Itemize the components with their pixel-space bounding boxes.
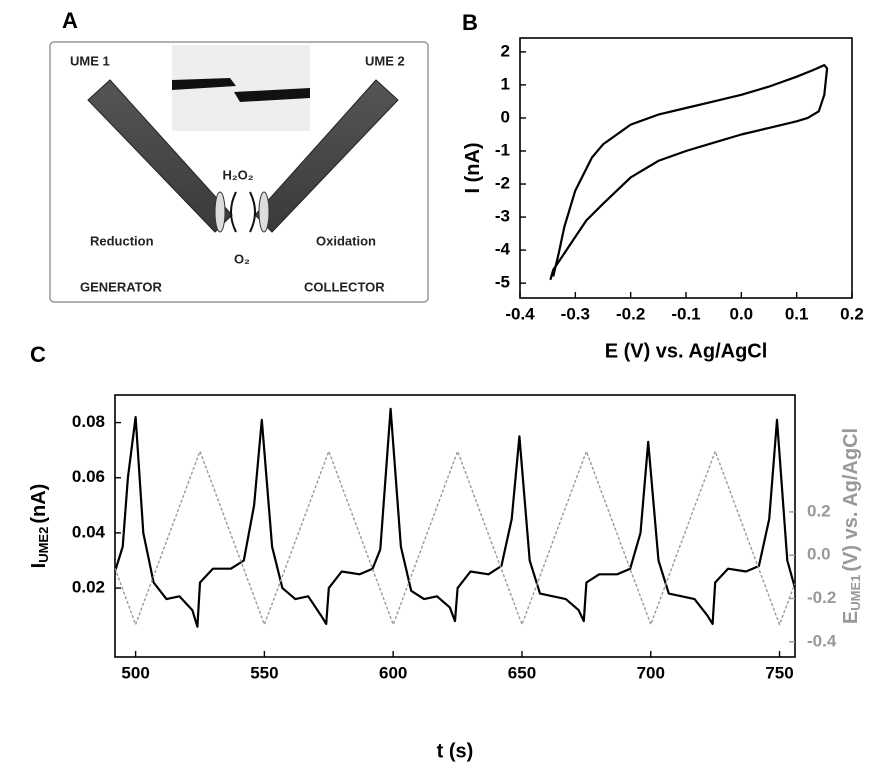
x-axis-label: E (V) vs. Ag/AgCl	[605, 340, 768, 362]
x-tick-label: 0.1	[785, 304, 809, 323]
x-axis-label: t (s)	[437, 740, 474, 762]
y-tick-label: -4	[495, 240, 511, 259]
label-part: (V) vs. Ag/AgCl	[840, 428, 862, 572]
label-part: E	[840, 611, 862, 624]
x-tick-label: 0.2	[840, 304, 864, 323]
y-axis-label: I (nA)	[462, 142, 484, 193]
diagram: UME 1 UME 2 H₂O₂ O₂ Reduction Oxidation …	[49, 41, 429, 303]
x-tick-label: 550	[250, 663, 278, 682]
label: GENERATOR	[80, 279, 162, 294]
y2-tick-label: 0.0	[807, 545, 831, 564]
label-part: (nA)	[28, 484, 50, 524]
plot-area	[549, 63, 829, 281]
label: UME 2	[365, 53, 405, 68]
y-tick-label: 0.02	[72, 578, 105, 597]
y2-tick-label: -0.4	[807, 631, 837, 650]
arrow	[230, 191, 237, 233]
x-tick-label: 0.0	[730, 304, 754, 323]
y-axis-label: EUME1 (V) vs. Ag/AgCl	[840, 428, 863, 624]
panel-label: B	[462, 10, 478, 35]
label: COLLECTOR	[304, 279, 385, 294]
diagram-frame	[49, 41, 429, 303]
y-tick-label: -2	[495, 174, 510, 193]
data-line	[115, 407, 795, 628]
x-tick-label: -0.4	[505, 304, 535, 323]
data-line	[549, 63, 829, 281]
plot-frame	[114, 394, 796, 658]
tip	[172, 78, 236, 90]
y-tick-label: -1	[495, 140, 510, 159]
panel-label: A	[62, 8, 78, 33]
label-part: UME1	[848, 575, 863, 611]
y-tick-label: -5	[495, 273, 510, 292]
x-tick-label: -0.1	[671, 304, 700, 323]
x-tick-label: -0.2	[616, 304, 645, 323]
tip	[234, 88, 310, 102]
x-tick-label: 600	[379, 663, 407, 682]
x-tick-label: 650	[508, 663, 536, 682]
y-tick-label: 0.08	[72, 412, 105, 431]
label-part: I	[28, 563, 50, 569]
label: H₂O₂	[222, 167, 253, 182]
panel-label: C	[30, 342, 46, 367]
y-tick-label: 0	[501, 107, 510, 126]
x-tick-label: -0.3	[561, 304, 590, 323]
label: Oxidation	[316, 233, 376, 248]
arrow	[249, 191, 256, 233]
x-tick-label: 750	[765, 663, 793, 682]
y2-tick-label: -0.2	[807, 588, 836, 607]
plot-frame	[519, 37, 853, 299]
electrode-tip	[258, 191, 270, 233]
y-tick-label: 0.06	[72, 467, 105, 486]
electrode-tip	[214, 191, 226, 233]
label: O₂	[234, 251, 250, 266]
y2-tick-label: 0.2	[807, 501, 831, 520]
y-axis-label: IUME2 (nA)	[28, 484, 51, 569]
x-tick-label: 700	[637, 663, 665, 682]
y-tick-label: 2	[501, 41, 510, 60]
label: Reduction	[90, 233, 154, 248]
label-part: I (nA)	[462, 142, 484, 193]
y-tick-label: 1	[501, 74, 510, 93]
label-part: UME2	[36, 527, 51, 563]
y-tick-label: -3	[495, 207, 510, 226]
x-tick-label: 500	[121, 663, 149, 682]
y-tick-label: 0.04	[72, 522, 106, 541]
plot-area	[115, 407, 795, 628]
label: UME 1	[70, 53, 110, 68]
electrode	[254, 79, 399, 233]
